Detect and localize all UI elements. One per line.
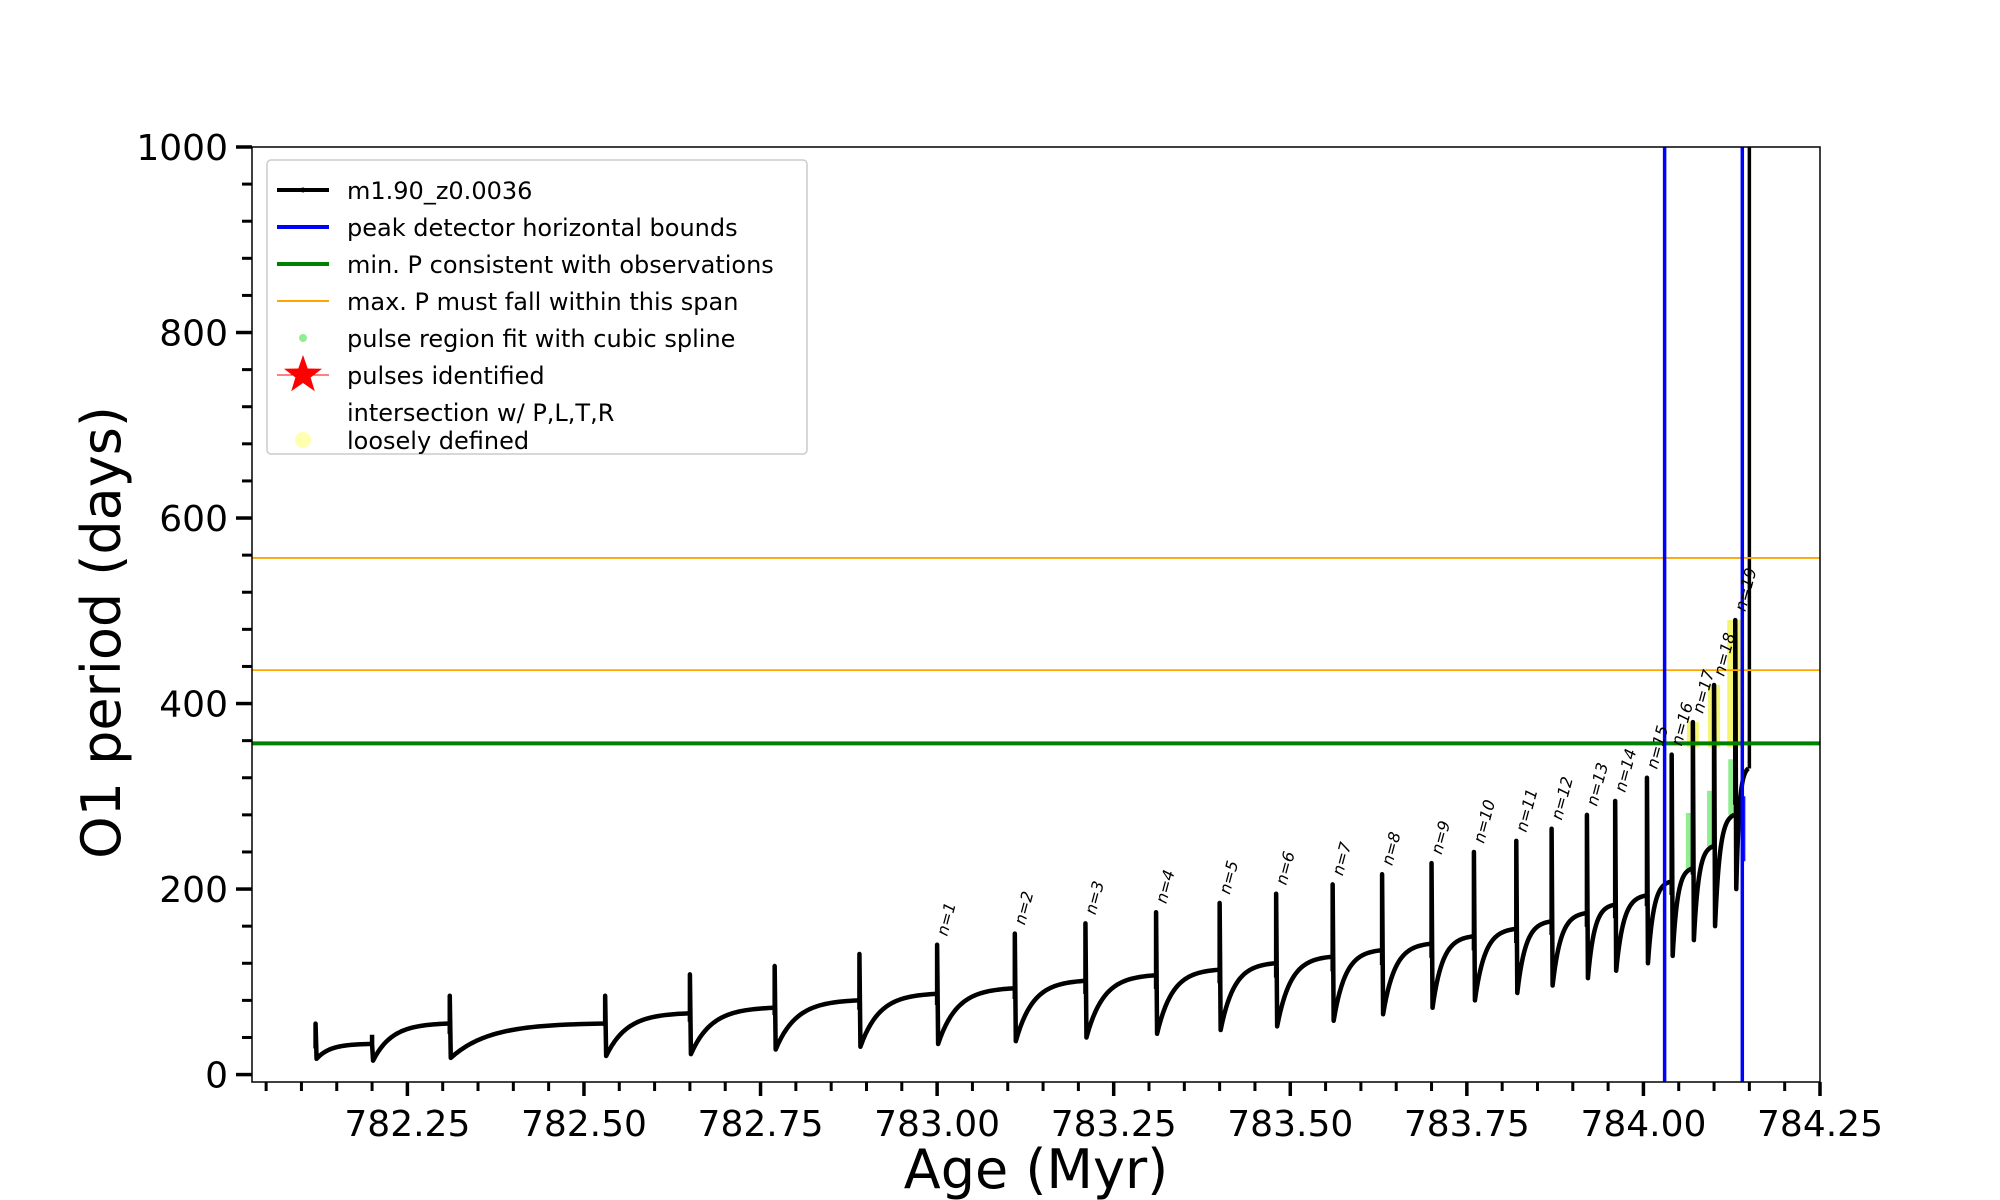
pulse-curve-segment	[369, 1021, 449, 1063]
pulse-curve-segment	[602, 993, 689, 1059]
x-tick-label: 783.25	[1051, 1104, 1177, 1145]
legend-label: peak detector horizontal bounds	[347, 214, 738, 242]
pulse-curve-segment	[1273, 891, 1333, 1029]
legend-label-line2: loosely defined	[347, 427, 529, 455]
legend-swatch-star	[284, 355, 322, 392]
plot-clip-group	[252, 147, 1820, 1082]
x-tick-label: 782.50	[521, 1104, 647, 1145]
pulse-curve-segment	[1690, 719, 1715, 943]
legend-label: pulse region fit with cubic spline	[347, 325, 735, 353]
pulse-curve-segment	[1711, 682, 1736, 929]
x-tick-label: 783.75	[1404, 1104, 1530, 1145]
legend-label: m1.90_z0.0036	[347, 177, 532, 205]
legend-label: min. P consistent with observations	[347, 251, 774, 279]
legend-label: intersection w/ P,L,T,R	[347, 399, 614, 427]
y-tick-label: 600	[159, 499, 228, 540]
pulse-curve-segment	[1584, 812, 1616, 981]
pulse-curve-segment	[687, 972, 774, 1057]
x-tick-label: 783.00	[874, 1104, 1000, 1145]
legend-swatch-marker	[300, 187, 306, 193]
y-tick-label: 1000	[136, 128, 228, 169]
pulse-curve-segment	[1644, 775, 1673, 966]
pulse-curve-segment	[1379, 871, 1432, 1017]
pulse-curve-segment	[1083, 921, 1156, 1040]
pulse-curve-segment	[1612, 798, 1648, 973]
pulse-curve-segment	[1330, 882, 1382, 1024]
y-tick-label: 0	[205, 1056, 228, 1097]
y-tick-label: 200	[159, 870, 228, 911]
legend-label: pulses identified	[347, 362, 545, 390]
legend-label: max. P must fall within this span	[347, 288, 738, 316]
x-tick-label: 784.25	[1757, 1104, 1883, 1145]
pulse-curve-segment	[1012, 931, 1085, 1044]
x-tick-label: 783.50	[1227, 1104, 1353, 1145]
y-axis-label: O1 period (days)	[70, 406, 133, 859]
pulse-curve-segment	[447, 993, 605, 1061]
pulse-curve-segment	[1549, 826, 1588, 988]
pulse-curve-segment	[1669, 752, 1694, 959]
y-tick-label: 800	[159, 314, 228, 355]
pulse-curve-segment	[1153, 910, 1219, 1037]
x-tick-label: 782.25	[344, 1104, 470, 1145]
pulse-curve-segment	[1429, 860, 1474, 1011]
axes-frame	[251, 146, 1821, 1083]
x-tick-label: 782.75	[698, 1104, 824, 1145]
pulse-curve-segment	[857, 951, 937, 1049]
pulse-curve-segment	[772, 963, 859, 1052]
pulse-curve-segment	[1471, 849, 1517, 1003]
pulse-curve-segment	[934, 942, 1014, 1047]
x-axis-label: Age (Myr)	[904, 1138, 1169, 1200]
x-tick-label: 784.00	[1580, 1104, 1706, 1145]
legend-swatch	[299, 334, 307, 342]
plot-area: n=1 n=2 n=3 n=4 n=5 n=6 n=7 n=8 n=9 n=10 n=11 n=12 n…	[252, 147, 1820, 1082]
pulse-curve-segment	[1217, 900, 1276, 1033]
pulse-curve-segment	[313, 1021, 372, 1062]
pulse-curve-segment	[1514, 838, 1552, 996]
axes: 0 200 400 600 800 1000 782.25 782.50 782.75 783.0…	[136, 128, 1883, 1145]
legend-swatch	[295, 432, 311, 448]
legend-box	[266, 159, 808, 455]
y-tick-label: 400	[159, 685, 228, 726]
